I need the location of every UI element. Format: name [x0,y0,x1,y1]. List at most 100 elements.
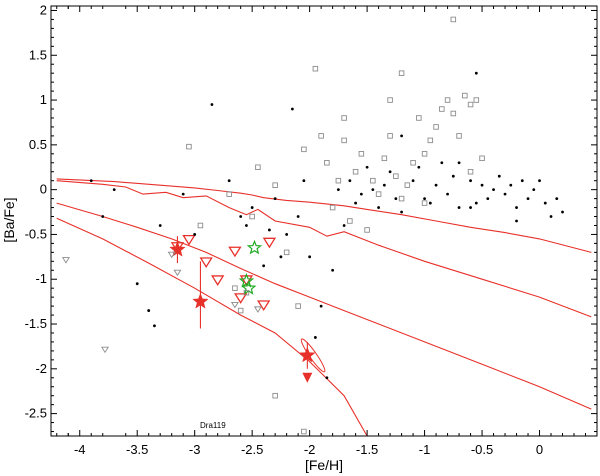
black-dot-point [532,188,536,192]
black-dot-point [285,233,289,236]
black-dot-point [331,268,335,272]
red-star-point [299,346,316,363]
black-dot-point [538,179,541,183]
gray-square-point [462,92,468,99]
gray-square-point [283,249,290,256]
gray-square-point [421,200,428,206]
black-dot-point [279,255,283,259]
gray-square-point [398,195,405,202]
y-tick-label: 0.5 [29,137,47,152]
y-tick-label: 1 [40,92,47,107]
black-dot-point [382,183,386,187]
gray-square-point [404,182,411,188]
gray-square-point [473,97,480,103]
y-tick-label: -2 [35,361,47,376]
black-dot-point [515,206,518,209]
black-dot-point [359,192,363,196]
y-tick-label: -2.5 [25,406,47,421]
black-dot-point [290,107,294,111]
black-dot-point [446,192,449,196]
black-dot-point [486,197,490,201]
red-star-point [192,292,209,309]
red-triangle-point [262,237,277,249]
gray-square-point [255,164,261,170]
red-triangle-point [228,246,242,258]
gray-square-point [421,151,428,157]
black-dot-point [101,215,105,218]
gray-square-point [347,218,353,224]
gray-square-point [479,155,485,162]
gray-square-point [456,133,462,139]
black-dot-point [377,206,380,209]
gray-square-point [393,173,399,179]
y-tick-label: -1.5 [25,316,47,331]
red-ellipse-point [300,338,326,373]
black-dot-point [428,201,432,205]
red-triangle-point [199,257,213,269]
red-arrow-point [302,372,313,383]
gray-square-point [398,70,405,76]
data-marks [61,16,564,435]
gray-square-point [249,213,255,220]
black-dot-point [308,255,312,259]
black-dot-point [273,197,277,201]
red-triangle-point [211,275,225,286]
black-dot-point [365,165,369,169]
gray-square-point [387,97,393,103]
gray-triangle-point [167,251,176,259]
red-triangle-point [233,293,248,304]
model-curves [56,178,592,437]
black-dot-point [469,179,472,183]
black-dot-point [394,197,398,201]
gray-square-point [341,115,347,121]
black-dot-point [543,201,547,205]
black-dot-point [423,197,426,201]
black-dot-point [227,179,231,183]
gray-square-point [364,227,370,233]
black-dot-point [135,282,139,286]
gray-square-point [272,182,278,188]
black-dot-point [313,336,317,339]
black-dot-point [457,206,461,209]
black-dot-point [469,206,472,209]
model-curve [56,180,592,318]
plot-frame [50,5,598,437]
model-curve [56,217,368,437]
black-dot-point [400,134,403,138]
x-tick-label: -4 [74,442,86,457]
y-tick-label: -0.5 [25,226,47,241]
y-tick-label: 2 [40,2,47,17]
black-dot-point [434,183,438,187]
black-dot-point [526,197,530,201]
black-dot-point [319,304,323,308]
black-dot-point [417,165,421,169]
x-tick-label: -0.5 [471,442,493,457]
black-dot-point [296,215,300,218]
gray-square-point [272,392,278,399]
axes: -4 -3.5 -3 -2.5 -2 -1.5 -1 -0.5 0 -2.5 -2 -1.5 -1 -0.… [25,2,597,457]
black-dot-point [112,188,116,192]
gray-square-point [370,177,376,184]
black-dot-point [325,376,329,380]
x-tick-label: -2 [304,442,316,457]
black-dot-point [520,179,524,183]
x-tick-label: -1 [419,442,431,457]
gray-square-point [341,137,347,144]
black-dot-point [549,215,553,218]
black-dot-point [388,170,392,174]
black-dot-point [153,324,156,328]
gray-square-point [410,160,416,166]
black-dot-point [474,201,478,205]
black-dot-point [147,309,151,312]
black-dot-point [210,103,214,106]
gray-triangle-point [101,346,110,354]
black-dot-point [268,228,271,232]
black-dot-point [515,219,518,223]
black-dot-point [492,188,495,192]
gray-square-point [295,303,301,309]
gray-square-point [444,97,451,103]
gray-square-point [226,191,232,197]
black-dot-point [348,179,352,183]
y-tick-label: 0 [40,182,47,197]
black-dot-point [245,224,248,227]
